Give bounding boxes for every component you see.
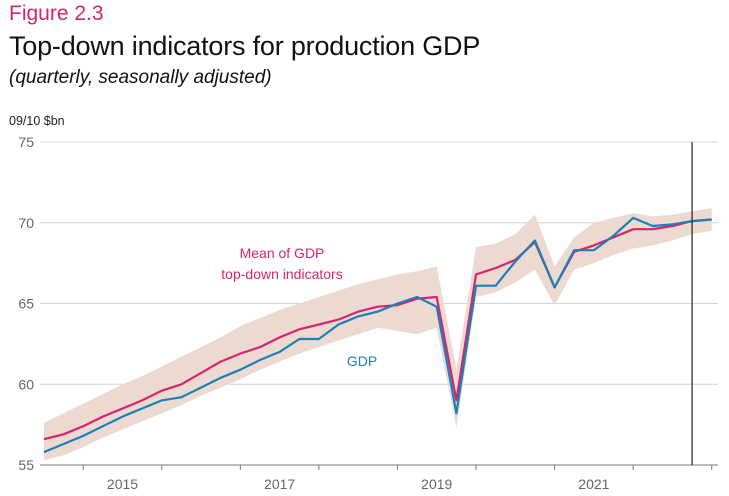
- y-tick-label: 75: [18, 134, 34, 150]
- y-tick-label: 70: [18, 215, 34, 231]
- range-band-area: [43, 208, 712, 461]
- x-tick-label: 2015: [107, 476, 138, 492]
- y-tick-label: 55: [18, 457, 34, 473]
- axes: 55 60 65 70 75 2015 2017 2019 2021: [18, 134, 718, 492]
- gdp-line: [43, 216, 712, 454]
- x-tick-label: 2021: [578, 476, 609, 492]
- x-tick-label: 2017: [264, 476, 295, 492]
- gdp-series-label: GDP: [347, 353, 377, 369]
- mean-series-label: Mean of GDP: [240, 245, 325, 261]
- mean-series-label: top-down indicators: [221, 266, 342, 282]
- series-labels: Mean of GDP top-down indicators GDP: [221, 245, 377, 369]
- indicator-range-band: [43, 208, 712, 461]
- y-tick-label: 65: [18, 296, 34, 312]
- mean-indicators-line: [43, 218, 712, 441]
- chart-subtitle: (quarterly, seasonally adjusted): [9, 67, 272, 88]
- figure-number: Figure 2.3: [9, 2, 104, 25]
- y-axis-unit-label: 09/10 $bn: [9, 114, 65, 128]
- y-tick-label: 60: [18, 376, 34, 392]
- gridlines: [40, 141, 718, 385]
- chart-title: Top-down indicators for production GDP: [9, 31, 481, 61]
- series-lines: [43, 216, 712, 454]
- x-tick-label: 2019: [421, 476, 452, 492]
